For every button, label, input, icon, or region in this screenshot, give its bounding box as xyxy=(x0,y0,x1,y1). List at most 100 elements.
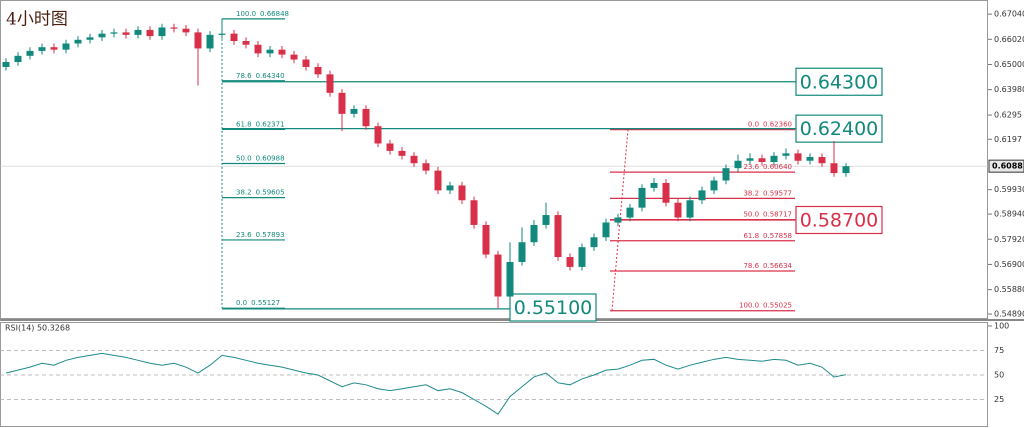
fib-price: 0.58717 xyxy=(763,211,792,219)
candle-body xyxy=(158,27,166,37)
candle-body xyxy=(758,158,766,162)
candle-body xyxy=(578,247,586,267)
fib-price: 0.57893 xyxy=(256,231,285,239)
candle-body xyxy=(626,207,634,218)
y-tick-label: 0.66020 xyxy=(994,35,1024,44)
candle-body xyxy=(266,49,274,54)
candle-body xyxy=(122,32,130,35)
candle-body xyxy=(566,257,574,267)
candle-body xyxy=(614,217,622,223)
rsi-panel xyxy=(0,322,988,427)
candle-body xyxy=(794,153,802,161)
fib-label: 100.0 0.55025 xyxy=(739,302,792,310)
candle-body xyxy=(242,41,250,45)
y-tick-label: 0.57920 xyxy=(994,235,1024,244)
candle-body xyxy=(782,153,790,156)
fib-label: 38.2 0.59577 xyxy=(743,189,792,197)
y-tick-label: 0.65000 xyxy=(994,60,1024,69)
price-box-label: 0.64300 xyxy=(800,71,879,93)
candle-body xyxy=(590,237,598,248)
candle-body xyxy=(290,54,298,60)
fib-price: 0.66848 xyxy=(260,10,289,18)
candle-body xyxy=(194,32,202,49)
fib-ratio: 61.8 xyxy=(236,120,252,128)
rsi-tick-label: 25 xyxy=(994,395,1004,404)
candle-body xyxy=(638,187,646,208)
fib-price: 0.60988 xyxy=(256,155,285,163)
y-tick-label: 0.56900 xyxy=(994,260,1024,269)
fib-label: 100.0 0.66848 xyxy=(236,10,289,18)
y-tick-label: 0.6295 xyxy=(994,111,1022,120)
price-box xyxy=(795,114,883,143)
rsi-line xyxy=(5,352,847,415)
fib-ratio: 50.0 xyxy=(743,211,759,219)
y-tick-label: 0.59930 xyxy=(994,185,1024,194)
candle-body xyxy=(530,224,538,243)
candle-body xyxy=(842,166,850,174)
candle-body xyxy=(254,44,262,54)
fib-ratio: 50.0 xyxy=(236,155,252,163)
candle-body xyxy=(542,215,550,225)
fib-label: 61.8 0.62371 xyxy=(236,120,285,128)
candle-body xyxy=(674,202,682,218)
fib-price: 0.62360 xyxy=(763,121,792,129)
candle-body xyxy=(830,163,838,174)
y-tick-label: 0.63980 xyxy=(994,85,1024,94)
candle-body xyxy=(662,182,670,203)
price-box xyxy=(795,67,883,96)
candle-body xyxy=(446,185,454,191)
fib-price: 0.62371 xyxy=(256,120,285,128)
fib-price: 0.57858 xyxy=(763,232,792,240)
candle-body xyxy=(494,254,502,297)
fib-price: 0.55127 xyxy=(251,299,280,307)
candle-body xyxy=(746,158,754,161)
candle-body xyxy=(314,66,322,75)
candle-body xyxy=(110,32,118,34)
price-box xyxy=(509,293,597,322)
rsi-tick-label: 50 xyxy=(994,371,1004,380)
candle-body xyxy=(38,47,46,51)
fib-ratio: 100.0 xyxy=(739,302,759,310)
fib-label: 61.8 0.57858 xyxy=(743,232,792,240)
fib-label: 0.0 0.55127 xyxy=(236,299,280,307)
fib-price: 0.56634 xyxy=(763,262,792,270)
candle-body xyxy=(710,180,718,191)
candle-body xyxy=(74,39,82,44)
fib-price: 0.59605 xyxy=(256,189,285,197)
fib-label: 50.0 0.58717 xyxy=(743,211,792,219)
candle-body xyxy=(722,168,730,181)
candle-body xyxy=(398,150,406,156)
last-price-tag xyxy=(988,159,1024,173)
candle-body xyxy=(458,185,466,201)
rsi-label: RSI(14) 50.3268 xyxy=(5,324,70,333)
candle-body xyxy=(338,92,346,114)
candle-body xyxy=(602,222,610,238)
fib-ratio: 23.6 xyxy=(236,231,252,239)
candle-body xyxy=(146,29,154,37)
candle-body xyxy=(302,59,310,67)
candle-body xyxy=(734,160,742,169)
candle-body xyxy=(410,155,418,164)
candle-body xyxy=(230,33,238,42)
price-box-label: 0.62400 xyxy=(800,118,879,140)
fib-label: 0.0 0.62360 xyxy=(748,121,792,129)
candle-body xyxy=(206,34,214,49)
candle-body xyxy=(170,27,178,29)
y-tick-label: 0.55880 xyxy=(994,285,1024,294)
candle-body xyxy=(362,108,370,127)
price-panel xyxy=(0,0,988,319)
fib-price: 0.59577 xyxy=(763,189,792,197)
fib-ratio: 38.2 xyxy=(743,189,759,197)
price-box xyxy=(795,205,883,235)
fib-ratio: 38.2 xyxy=(236,189,252,197)
fib-ratio: 23.6 xyxy=(743,163,759,171)
candle-body xyxy=(326,74,334,93)
candle-body xyxy=(482,224,490,255)
y-tick-label: 0.54890 xyxy=(994,310,1024,319)
fib-ratio: 78.6 xyxy=(743,262,759,270)
y-tick-label: 0.58940 xyxy=(994,210,1024,219)
candle-body xyxy=(470,200,478,225)
y-tick-label: 0.67040 xyxy=(994,10,1024,19)
candle-body xyxy=(86,37,94,40)
